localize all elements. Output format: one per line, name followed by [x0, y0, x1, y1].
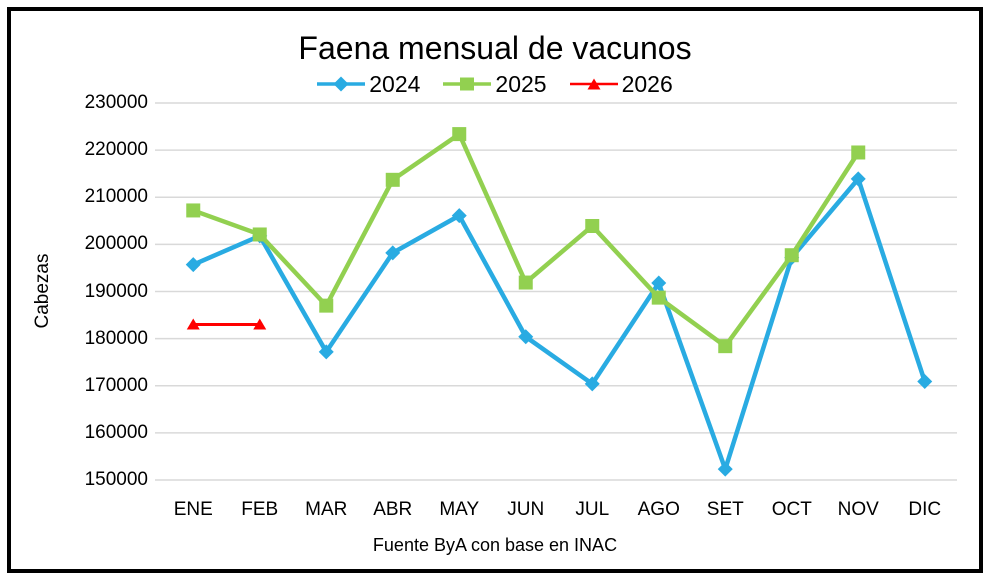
series-2024-point-ENE [185, 257, 201, 273]
legend-label-2026: 2026 [621, 70, 673, 97]
series-2024-point-AGO [651, 275, 667, 291]
x-tick-label: JUN [507, 499, 545, 520]
series-2024-point-JUN [518, 329, 534, 345]
series-2024-point-ABR [385, 245, 401, 261]
series-2025-point-MAY [452, 127, 467, 142]
x-tick-label: ENE [173, 499, 213, 520]
y-tick-label: 220000 [84, 139, 148, 161]
legend-label-2024: 2024 [369, 70, 421, 97]
y-tick-label: 160000 [84, 421, 148, 443]
series-2024-point-MAR [318, 344, 334, 360]
y-tick-label: 190000 [84, 280, 148, 302]
y-tick-label: 210000 [84, 186, 148, 208]
series-2024-point-JUL [584, 376, 600, 392]
series-2026-point-ENE [186, 318, 200, 330]
legend-item-2024: 2024 [317, 71, 420, 98]
x-tick-label: JUL [575, 499, 610, 520]
x-tick-label: NOV [837, 499, 879, 520]
series-2024-point-DIC [917, 374, 933, 390]
y-tick-label: 180000 [84, 327, 148, 349]
series-2025-point-AGO [651, 290, 666, 305]
series-2025-point-ENE [186, 203, 201, 218]
series-2025-point-ABR [385, 172, 400, 187]
legend-item-2025: 2025 [443, 70, 547, 98]
x-tick-label: MAR [305, 499, 348, 520]
series-2024-line [191, 176, 927, 472]
x-tick-label: SET [706, 499, 744, 520]
series-2025-point-NOV [851, 145, 866, 160]
series-2025-point-FEB [252, 227, 267, 242]
series-2024-point-NOV [850, 171, 866, 187]
x-tick-label: AGO [637, 499, 680, 520]
series-2026-point-FEB [253, 318, 267, 330]
square-marker-icon [443, 77, 492, 91]
legend-item-2026: 2026 [569, 70, 673, 98]
x-tick-label: FEB [241, 499, 279, 520]
series-2025-point-JUN [518, 275, 533, 290]
series-2025-point-OCT [784, 248, 799, 263]
series-2025-line [191, 131, 861, 349]
series-2025-point-JUL [585, 218, 600, 233]
diamond-marker-icon [317, 76, 366, 92]
series-2024-point-SET [717, 461, 733, 477]
chart-legend: 2024 2025 2026 [0, 70, 990, 98]
x-tick-label: OCT [771, 499, 812, 520]
chart-title: Faena mensual de vacunos [298, 30, 692, 66]
y-tick-label: 230000 [84, 92, 148, 113]
series-2025-point-MAR [319, 298, 334, 313]
y-tick-label: 150000 [84, 469, 148, 490]
series-2025-point-SET [718, 339, 733, 354]
y-tick-label: 200000 [84, 233, 148, 255]
series-2024-point-MAY [451, 208, 467, 224]
x-axis-title: Fuente ByA con base en INAC [372, 535, 618, 555]
legend-label-2025: 2025 [495, 70, 547, 97]
x-tick-label: ABR [373, 499, 413, 520]
triangle-marker-icon [569, 78, 618, 90]
y-tick-label: 170000 [84, 374, 148, 396]
x-tick-label: DIC [908, 499, 942, 520]
x-tick-label: MAY [439, 499, 480, 520]
